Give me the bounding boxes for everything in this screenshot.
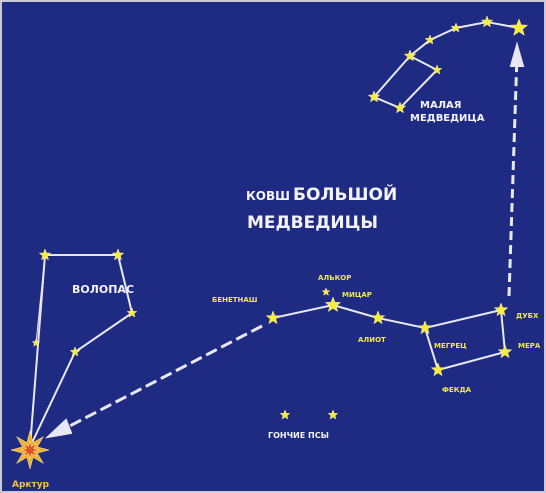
star-label: МИЦАР (342, 291, 372, 299)
label: БОЛЬШОЙ (293, 183, 397, 205)
label: КОВШ (246, 189, 290, 203)
label: МЕДВЕДИЦЫ (247, 213, 378, 233)
star-label: БЕНЕТНАШ (212, 296, 257, 304)
star-label: Арктур (12, 480, 50, 490)
star-label: ФЕКДА (442, 386, 472, 394)
background (0, 0, 546, 493)
star-label: МЕГРЕЦ (434, 342, 467, 350)
label: ВОЛОПАС (72, 283, 134, 296)
star-label: ДУБХ (516, 312, 539, 320)
label: МАЛАЯ (420, 100, 461, 111)
star-map: МАЛАЯ МЕДВЕДИЦА КОВШ БОЛЬШОЙ МЕДВЕДИЦЫ В… (0, 0, 546, 493)
star-label: МЕРА (518, 342, 541, 350)
star-label: АЛЬКОР (318, 274, 351, 282)
label: МЕДВЕДИЦА (410, 113, 485, 124)
star (21, 441, 39, 459)
star-label: АЛИОТ (358, 336, 386, 344)
label: ГОНЧИЕ ПСЫ (268, 431, 329, 440)
